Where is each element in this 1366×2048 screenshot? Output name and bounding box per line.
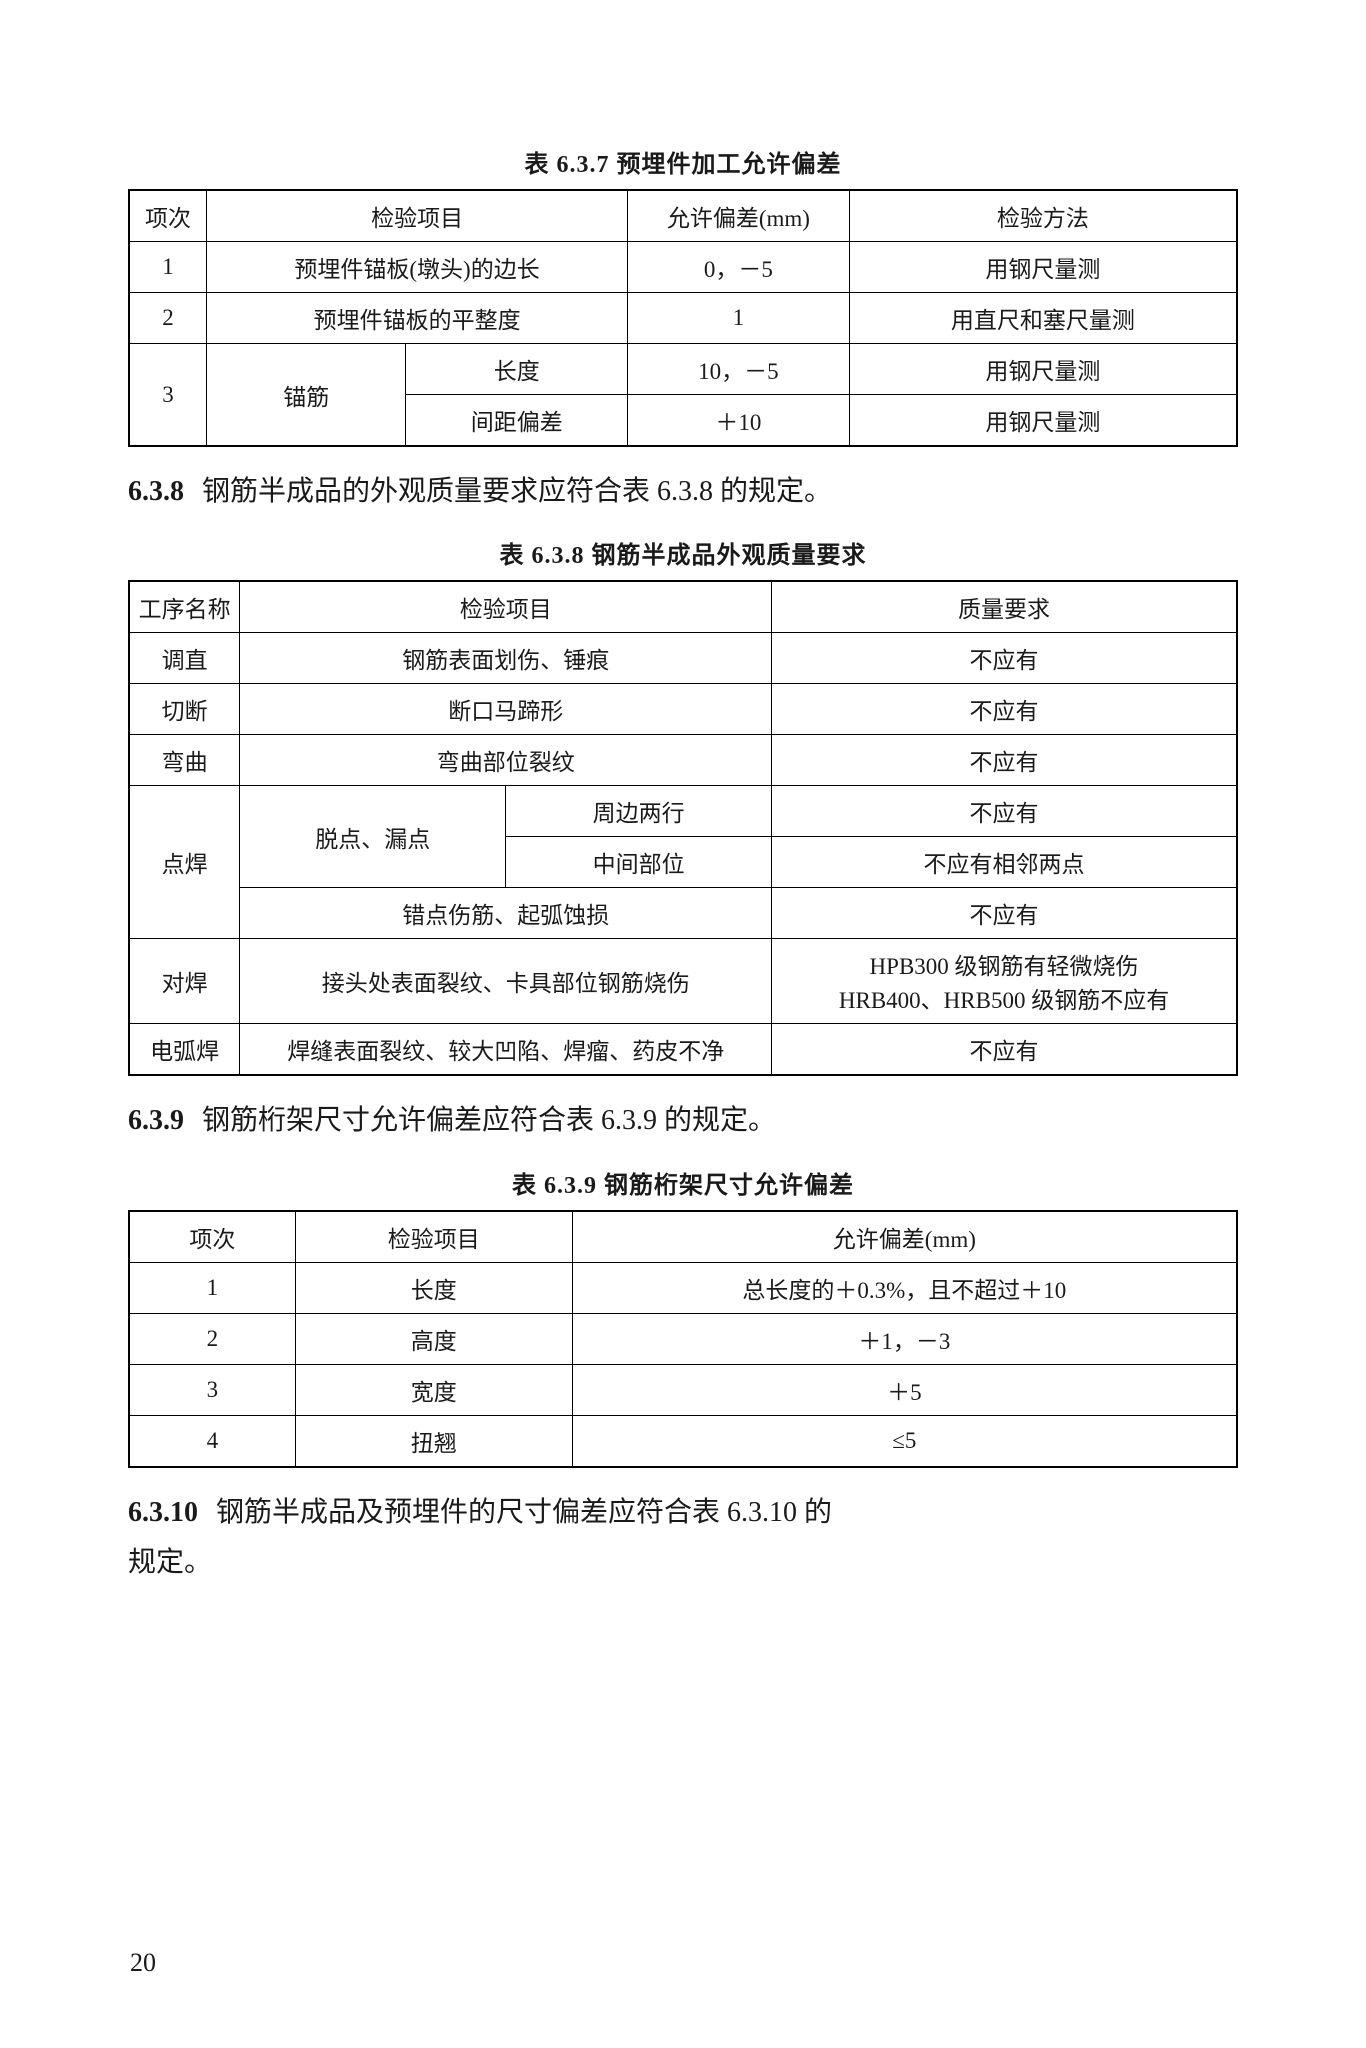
section-638: 6.3.8 钢筋半成品的外观质量要求应符合表 6.3.8 的规定。 (128, 467, 1238, 517)
t637-r3-s2-method: 用钢尺量测 (849, 395, 1237, 447)
t638-butt-item: 接头处表面裂纹、卡具部位钢筋烧伤 (240, 939, 772, 1024)
t638-h-req: 质量要求 (772, 581, 1237, 633)
section-639-text: 钢筋桁架尺寸允许偏差应符合表 6.3.9 的规定。 (202, 1105, 776, 1136)
page-number: 20 (130, 1948, 156, 1978)
section-6310-text2: 规定。 (128, 1547, 212, 1578)
t638-spot-g1: 脱点、漏点 (240, 786, 506, 888)
t639-r1-item: 长度 (295, 1262, 572, 1313)
t638-r3-item: 弯曲部位裂纹 (240, 735, 772, 786)
t638-r2-item: 断口马蹄形 (240, 684, 772, 735)
t638-r1-name: 调直 (129, 633, 240, 684)
t638-butt-req-l1: HPB300 级钢筋有轻微烧伤 (778, 947, 1230, 981)
section-6310-num: 6.3.10 (128, 1497, 198, 1528)
t637-r3-s1-tol: 10，－5 (628, 344, 850, 395)
t638-r2-req: 不应有 (772, 684, 1237, 735)
t638-r2-name: 切断 (129, 684, 240, 735)
t639-r3-item: 宽度 (295, 1364, 572, 1415)
t637-r2-method: 用直尺和塞尺量测 (849, 293, 1237, 344)
t638-spot-s2-label: 中间部位 (506, 837, 772, 888)
t639-r4-item: 扭翘 (295, 1415, 572, 1467)
t638-arc-req: 不应有 (772, 1024, 1237, 1076)
t639-r2-tol: ＋1，－3 (572, 1313, 1237, 1364)
t639-r3-tol: ＋5 (572, 1364, 1237, 1415)
t637-r2-item: 预埋件锚板的平整度 (207, 293, 628, 344)
t639-h-tol: 允许偏差(mm) (572, 1211, 1237, 1263)
t639-r4-tol: ≤5 (572, 1415, 1237, 1467)
t638-spot-name: 点焊 (129, 786, 240, 939)
t638-spot-s1-req: 不应有 (772, 786, 1237, 837)
t637-r2-num: 2 (129, 293, 207, 344)
t637-r1-item: 预埋件锚板(墩头)的边长 (207, 242, 628, 293)
t638-spot-s2-req: 不应有相邻两点 (772, 837, 1237, 888)
section-638-num: 6.3.8 (128, 476, 184, 507)
t639-r4-num: 4 (129, 1415, 295, 1467)
t638-butt-req-l2: HRB400、HRB500 级钢筋不应有 (778, 981, 1230, 1015)
t637-r1-method: 用钢尺量测 (849, 242, 1237, 293)
t638-r1-item: 钢筋表面划伤、锤痕 (240, 633, 772, 684)
t638-h-item: 检验项目 (240, 581, 772, 633)
t637-h-item: 检验项目 (207, 190, 628, 242)
t638-r1-req: 不应有 (772, 633, 1237, 684)
t637-r1-tol: 0，－5 (628, 242, 850, 293)
t639-r1-tol: 总长度的＋0.3%，且不超过＋10 (572, 1262, 1237, 1313)
table-638: 工序名称 检验项目 质量要求 调直 钢筋表面划伤、锤痕 不应有 切断 断口马蹄形… (128, 580, 1238, 1076)
t638-h-name: 工序名称 (129, 581, 240, 633)
t639-r2-num: 2 (129, 1313, 295, 1364)
t638-spot-r3-item: 错点伤筋、起弧蚀损 (240, 888, 772, 939)
t637-r3-s1-label: 长度 (406, 344, 628, 395)
t638-butt-name: 对焊 (129, 939, 240, 1024)
table-639-caption: 表 6.3.9 钢筋桁架尺寸允许偏差 (128, 1165, 1238, 1200)
t637-r3-s1-method: 用钢尺量测 (849, 344, 1237, 395)
t639-h-item: 检验项目 (295, 1211, 572, 1263)
t638-arc-name: 电弧焊 (129, 1024, 240, 1076)
t638-arc-item: 焊缝表面裂纹、较大凹陷、焊瘤、药皮不净 (240, 1024, 772, 1076)
table-639: 项次 检验项目 允许偏差(mm) 1 长度 总长度的＋0.3%，且不超过＋10 … (128, 1210, 1238, 1468)
t638-r3-name: 弯曲 (129, 735, 240, 786)
t637-h-num: 项次 (129, 190, 207, 242)
t637-r3-s2-label: 间距偏差 (406, 395, 628, 447)
t637-r1-num: 1 (129, 242, 207, 293)
t637-r2-tol: 1 (628, 293, 850, 344)
t637-r3-num: 3 (129, 344, 207, 447)
table-638-caption: 表 6.3.8 钢筋半成品外观质量要求 (128, 535, 1238, 570)
section-639: 6.3.9 钢筋桁架尺寸允许偏差应符合表 6.3.9 的规定。 (128, 1096, 1238, 1146)
section-639-num: 6.3.9 (128, 1105, 184, 1136)
section-638-text: 钢筋半成品的外观质量要求应符合表 6.3.8 的规定。 (202, 476, 832, 507)
t639-r1-num: 1 (129, 1262, 295, 1313)
t639-h-num: 项次 (129, 1211, 295, 1263)
t639-r3-num: 3 (129, 1364, 295, 1415)
table-637-caption: 表 6.3.7 预埋件加工允许偏差 (128, 144, 1238, 179)
section-6310-text1: 钢筋半成品及预埋件的尺寸偏差应符合表 6.3.10 的 (216, 1497, 832, 1528)
t638-r3-req: 不应有 (772, 735, 1237, 786)
t637-r3-s2-tol: ＋10 (628, 395, 850, 447)
t638-butt-req: HPB300 级钢筋有轻微烧伤 HRB400、HRB500 级钢筋不应有 (772, 939, 1237, 1024)
t637-h-tol: 允许偏差(mm) (628, 190, 850, 242)
t638-spot-r3-req: 不应有 (772, 888, 1237, 939)
t638-spot-s1-label: 周边两行 (506, 786, 772, 837)
t637-h-method: 检验方法 (849, 190, 1237, 242)
t639-r2-item: 高度 (295, 1313, 572, 1364)
t637-r3-group: 锚筋 (207, 344, 406, 447)
table-637: 项次 检验项目 允许偏差(mm) 检验方法 1 预埋件锚板(墩头)的边长 0，－… (128, 189, 1238, 447)
section-6310: 6.3.10 钢筋半成品及预埋件的尺寸偏差应符合表 6.3.10 的 规定。 (128, 1488, 1238, 1589)
